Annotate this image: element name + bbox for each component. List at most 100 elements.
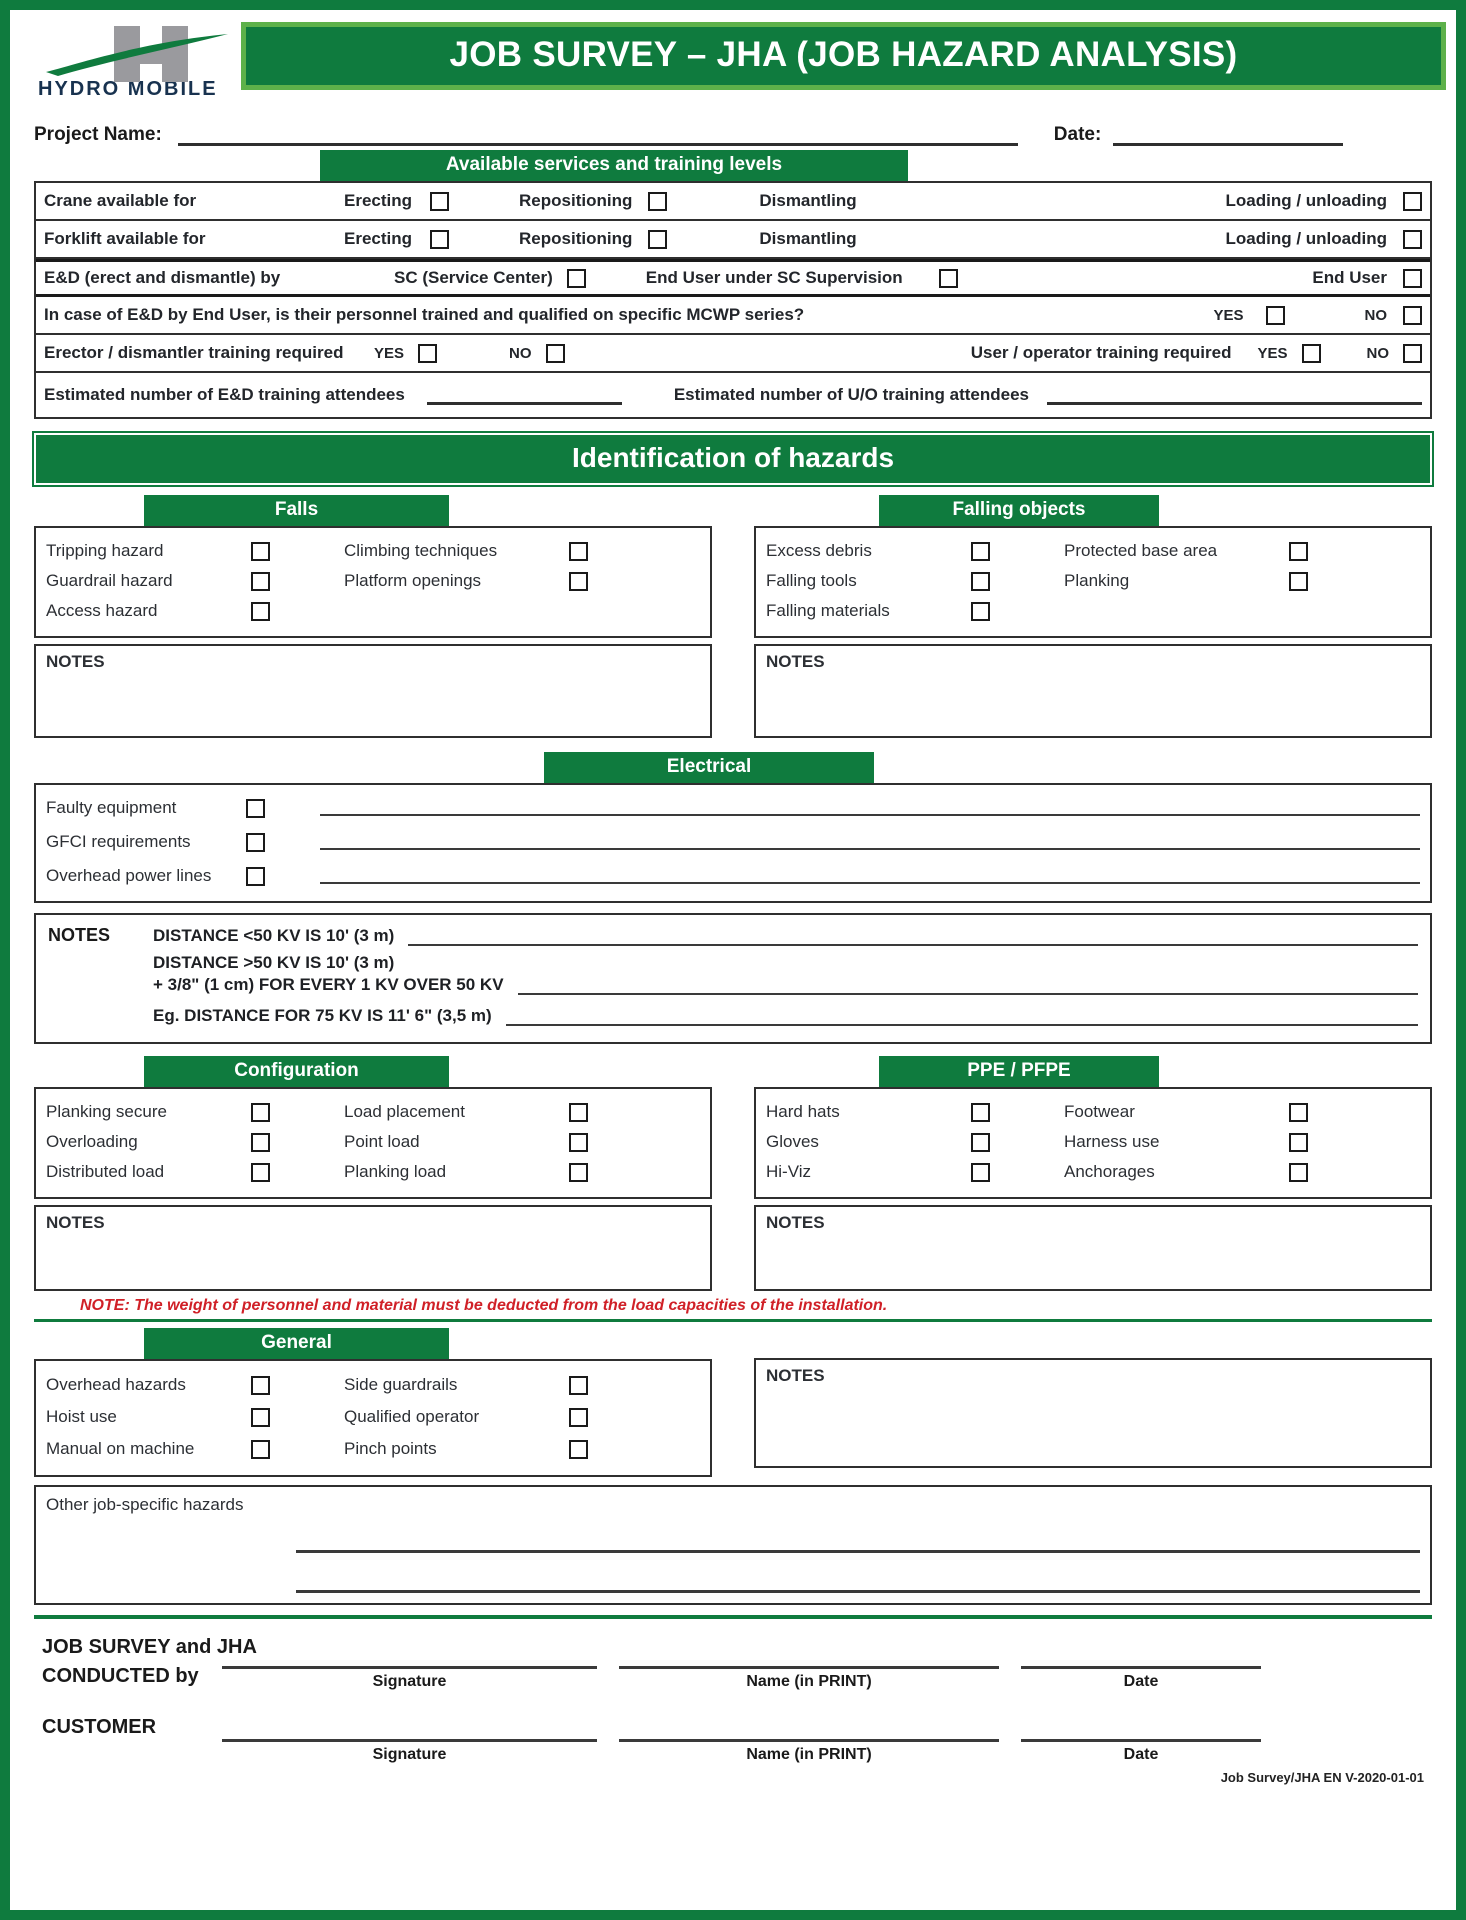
ed-attendees-input[interactable]	[426, 385, 622, 405]
falls-tripping-checkbox[interactable]	[251, 541, 270, 561]
ppe-hard-hats-checkbox[interactable]	[971, 1102, 990, 1122]
table-row-ed-by: E&D (erect and dismantle) by SC (Service…	[36, 259, 1430, 297]
cfg-load-placement-checkbox[interactable]	[569, 1102, 588, 1122]
cfg-overloading-checkbox[interactable]	[251, 1132, 270, 1152]
ed-sc-checkbox[interactable]	[566, 268, 586, 288]
company-logo: HYDRO MOBILE	[20, 16, 235, 101]
customer-date-input[interactable]	[1021, 1738, 1261, 1742]
gen-overhead-checkbox[interactable]	[251, 1375, 270, 1395]
customer-name-cell: Name (in PRINT)	[619, 1738, 999, 1764]
gen-item-overhead: Overhead hazards	[46, 1375, 186, 1394]
elec-gfci-checkbox[interactable]	[246, 832, 265, 852]
forklift-loading-checkbox[interactable]	[1403, 229, 1422, 249]
falling-objects-title: Falling objects	[879, 495, 1159, 526]
elec-note-input-1[interactable]	[408, 932, 1418, 947]
conducted-signature-input[interactable]	[222, 1665, 597, 1669]
fo-debris-checkbox[interactable]	[971, 541, 990, 561]
qualified-yes-label: YES	[1213, 306, 1244, 324]
config-ppe-row: Configuration Planking secure Load place…	[20, 1056, 1446, 1291]
load-capacity-note: NOTE: The weight of personnel and materi…	[34, 1291, 1432, 1322]
crane-repositioning-checkbox[interactable]	[648, 191, 668, 211]
list-item: Overhead power lines	[46, 859, 1420, 893]
falls-item-climbing: Climbing techniques	[344, 541, 498, 560]
general-section: General Overhead hazards Side guardrails…	[34, 1328, 712, 1477]
configuration-notes[interactable]: NOTES	[34, 1205, 712, 1291]
falls-access-checkbox[interactable]	[251, 601, 270, 621]
date-input[interactable]	[1113, 126, 1344, 146]
ppe-notes[interactable]: NOTES	[754, 1205, 1432, 1291]
operator-no-checkbox[interactable]	[1403, 343, 1422, 363]
fo-tools-checkbox[interactable]	[971, 571, 990, 591]
elec-faulty-input[interactable]	[320, 800, 1420, 816]
gen-manual-checkbox[interactable]	[251, 1439, 270, 1459]
crane-loading-label: Loading / unloading	[1225, 191, 1387, 210]
list-item: Guardrail hazard Platform openings	[46, 566, 700, 596]
falling-objects-notes[interactable]: NOTES	[754, 644, 1432, 738]
cfg-planking-secure-checkbox[interactable]	[251, 1102, 270, 1122]
operator-yes-checkbox[interactable]	[1301, 343, 1321, 363]
gen-qualified-operator-checkbox[interactable]	[569, 1407, 588, 1427]
fo-protected-base-checkbox[interactable]	[1289, 541, 1308, 561]
cfg-distributed-load-checkbox[interactable]	[251, 1162, 270, 1182]
erector-no-checkbox[interactable]	[545, 343, 565, 363]
qualified-no-label: NO	[1364, 306, 1388, 324]
notes-label: NOTES	[766, 652, 825, 671]
crane-label: Crane available for	[44, 191, 197, 210]
ppe-anchorages-checkbox[interactable]	[1289, 1162, 1308, 1182]
qualified-yes-checkbox[interactable]	[1265, 305, 1285, 325]
ppe-section: PPE / PFPE Hard hats Footwear Gloves Har…	[754, 1056, 1432, 1291]
project-name-input[interactable]	[177, 126, 1018, 146]
ed-enduser-sc-checkbox[interactable]	[938, 268, 958, 288]
customer-signature-cell: Signature	[222, 1738, 597, 1764]
ppe-gloves-checkbox[interactable]	[971, 1132, 990, 1152]
fo-materials-checkbox[interactable]	[971, 601, 990, 621]
crane-erecting-label: Erecting	[344, 191, 413, 210]
falls-climbing-checkbox[interactable]	[569, 541, 588, 561]
gen-item-hoist: Hoist use	[46, 1407, 117, 1426]
operator-training-label: User / operator training required	[970, 343, 1232, 362]
elec-overhead-checkbox[interactable]	[246, 866, 265, 886]
qualified-no-checkbox[interactable]	[1403, 305, 1422, 325]
crane-loading-checkbox[interactable]	[1403, 191, 1422, 211]
list-item: Hi-Viz Anchorages	[766, 1157, 1420, 1187]
list-item: GFCI requirements	[46, 825, 1420, 859]
general-notes[interactable]: NOTES	[754, 1358, 1432, 1468]
forklift-repositioning-checkbox[interactable]	[648, 229, 668, 249]
crane-erecting-checkbox[interactable]	[430, 191, 450, 211]
forklift-erecting-checkbox[interactable]	[430, 229, 450, 249]
customer-signature-input[interactable]	[222, 1738, 597, 1742]
configuration-title: Configuration	[144, 1056, 449, 1087]
erector-yes-checkbox[interactable]	[418, 343, 438, 363]
ed-enduser-checkbox[interactable]	[1403, 268, 1422, 288]
signature-caption: Signature	[372, 1673, 447, 1690]
page-title: JOB SURVEY – JHA (JOB HAZARD ANALYSIS)	[246, 27, 1441, 85]
fo-planking-checkbox[interactable]	[1289, 571, 1308, 591]
ppe-footwear-checkbox[interactable]	[1289, 1102, 1308, 1122]
services-section-title: Available services and training levels	[320, 150, 908, 181]
other-hazards-input-2[interactable]	[296, 1553, 1420, 1593]
general-row: General Overhead hazards Side guardrails…	[20, 1328, 1446, 1477]
gen-pinch-points-checkbox[interactable]	[569, 1439, 588, 1459]
other-hazards-input-1[interactable]	[296, 1513, 1420, 1553]
elec-faulty-checkbox[interactable]	[246, 798, 265, 818]
cfg-point-load-checkbox[interactable]	[569, 1132, 588, 1152]
conducted-date-input[interactable]	[1021, 1665, 1261, 1669]
customer-name-input[interactable]	[619, 1738, 999, 1742]
cfg-planking-load-checkbox[interactable]	[569, 1162, 588, 1182]
uo-attendees-input[interactable]	[1047, 385, 1422, 405]
gen-hoist-checkbox[interactable]	[251, 1407, 270, 1427]
conducted-name-input[interactable]	[619, 1665, 999, 1669]
gen-side-guardrails-checkbox[interactable]	[569, 1375, 588, 1395]
ppe-item-anchorages: Anchorages	[1064, 1162, 1155, 1181]
elec-overhead-input[interactable]	[320, 868, 1420, 884]
elec-note-input-3[interactable]	[505, 1012, 1418, 1026]
list-item: Hard hats Footwear	[766, 1097, 1420, 1127]
ppe-harness-checkbox[interactable]	[1289, 1132, 1308, 1152]
falls-notes[interactable]: NOTES	[34, 644, 712, 738]
ppe-hiviz-checkbox[interactable]	[971, 1162, 990, 1182]
elec-note-input-2[interactable]	[517, 981, 1418, 995]
falls-platform-checkbox[interactable]	[569, 571, 588, 591]
falls-guardrail-checkbox[interactable]	[251, 571, 270, 591]
ppe-item-gloves: Gloves	[766, 1132, 819, 1151]
elec-gfci-input[interactable]	[320, 834, 1420, 850]
